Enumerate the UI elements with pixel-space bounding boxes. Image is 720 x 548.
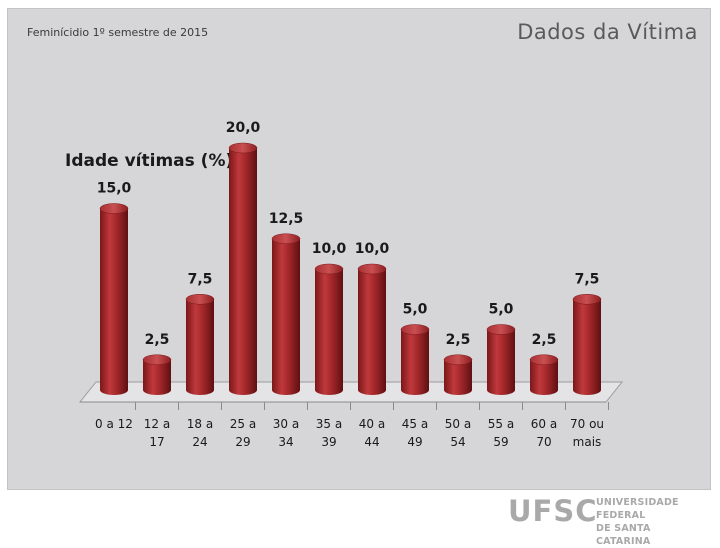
category-label: 45 a bbox=[402, 417, 428, 431]
bar bbox=[314, 263, 344, 395]
bar-top bbox=[271, 233, 301, 244]
bar bbox=[486, 324, 516, 395]
category-label: 35 a bbox=[316, 417, 342, 431]
chart-value-labels: 15,0 2,5 7,5 20,0 12,5 10,0 10,0 5,0 2,5 5,0 2,5 7,… bbox=[97, 120, 600, 348]
institution-line-2: DE SANTA CATARINA bbox=[596, 523, 651, 547]
bar-top bbox=[99, 203, 129, 214]
bar bbox=[185, 294, 215, 395]
chart-bars bbox=[99, 142, 602, 395]
category-label: 50 a bbox=[445, 417, 471, 431]
bar bbox=[443, 354, 473, 395]
category-label: 55 a bbox=[488, 417, 514, 431]
bar-top bbox=[400, 324, 430, 335]
chart-floor bbox=[78, 381, 624, 403]
bar bbox=[572, 294, 602, 395]
bar-value-label: 7,5 bbox=[188, 271, 213, 287]
ufsc-logo-letters: UFSC bbox=[508, 494, 598, 528]
bar bbox=[228, 142, 258, 395]
category-label: 24 bbox=[192, 435, 207, 449]
bar-top bbox=[486, 324, 516, 335]
bar bbox=[529, 354, 559, 395]
bar-top bbox=[443, 354, 473, 365]
category-label: 54 bbox=[450, 435, 465, 449]
category-label: 60 a bbox=[531, 417, 557, 431]
ufsc-logo: UFSC UNIVERSIDADE FEDERAL DE SANTA CATAR… bbox=[508, 494, 708, 547]
bar-top bbox=[142, 354, 172, 365]
bar-value-label: 5,0 bbox=[489, 302, 514, 318]
bar-body bbox=[100, 208, 128, 395]
chart-title: Idade vítimas (%) bbox=[65, 151, 233, 171]
category-label: 30 a bbox=[273, 417, 299, 431]
bar-body bbox=[272, 238, 300, 395]
bar-body bbox=[143, 359, 171, 395]
ufsc-institution-name: UNIVERSIDADE FEDERAL DE SANTA CATARINA bbox=[596, 496, 708, 548]
bar-top bbox=[357, 263, 387, 275]
bar-value-label: 2,5 bbox=[446, 332, 471, 348]
slide-subject: Feminícidio 1º semestre de 2015 bbox=[27, 26, 209, 39]
bar-body bbox=[573, 299, 601, 395]
bar-value-label: 5,0 bbox=[403, 302, 428, 318]
bar-top bbox=[185, 294, 215, 305]
bar bbox=[271, 233, 301, 395]
category-label: 70 bbox=[536, 435, 551, 449]
bar-value-label: 10,0 bbox=[312, 241, 347, 257]
category-label: 39 bbox=[321, 435, 336, 449]
category-label: 17 bbox=[149, 435, 164, 449]
bar-body bbox=[229, 148, 257, 395]
bar-body bbox=[315, 269, 343, 395]
bar-top bbox=[228, 142, 258, 154]
bar-body bbox=[358, 269, 386, 395]
institution-line-1: UNIVERSIDADE FEDERAL bbox=[596, 497, 679, 521]
bar-top bbox=[314, 263, 344, 275]
bar bbox=[99, 203, 129, 395]
bar-top bbox=[572, 294, 602, 305]
category-label: 25 a bbox=[230, 417, 256, 431]
bar bbox=[142, 354, 172, 395]
bar-top bbox=[529, 354, 559, 365]
bar-value-label: 20,0 bbox=[226, 120, 261, 136]
bar-value-label: 12,5 bbox=[269, 211, 304, 227]
category-label: 34 bbox=[278, 435, 293, 449]
bar-value-label: 7,5 bbox=[575, 271, 600, 287]
category-label: 0 a 12 bbox=[95, 417, 133, 431]
bar-value-label: 15,0 bbox=[97, 181, 132, 197]
category-label: 49 bbox=[407, 435, 422, 449]
category-label: 29 bbox=[235, 435, 250, 449]
category-label: mais bbox=[573, 435, 602, 449]
bar bbox=[357, 263, 387, 395]
bar bbox=[400, 324, 430, 395]
category-label: 40 a bbox=[359, 417, 385, 431]
section-title: Dados da Vítima bbox=[517, 20, 698, 44]
bar-body bbox=[186, 299, 214, 395]
category-label: 12 a bbox=[144, 417, 170, 431]
bar-body bbox=[444, 359, 472, 395]
bar-body bbox=[530, 359, 558, 395]
bar-value-label: 10,0 bbox=[355, 241, 390, 257]
chart-category-labels: 0 a 12 12 a 17 18 a 24 25 a 29 30 a 34 35 a 39 40 a… bbox=[95, 402, 609, 449]
bar-value-label: 2,5 bbox=[532, 332, 557, 348]
bar-body bbox=[401, 329, 429, 395]
category-label: 59 bbox=[493, 435, 508, 449]
category-label: 70 ou bbox=[570, 417, 604, 431]
category-label: 44 bbox=[364, 435, 379, 449]
bar-value-label: 2,5 bbox=[145, 332, 170, 348]
category-label: 18 a bbox=[187, 417, 213, 431]
bar-body bbox=[487, 329, 515, 395]
